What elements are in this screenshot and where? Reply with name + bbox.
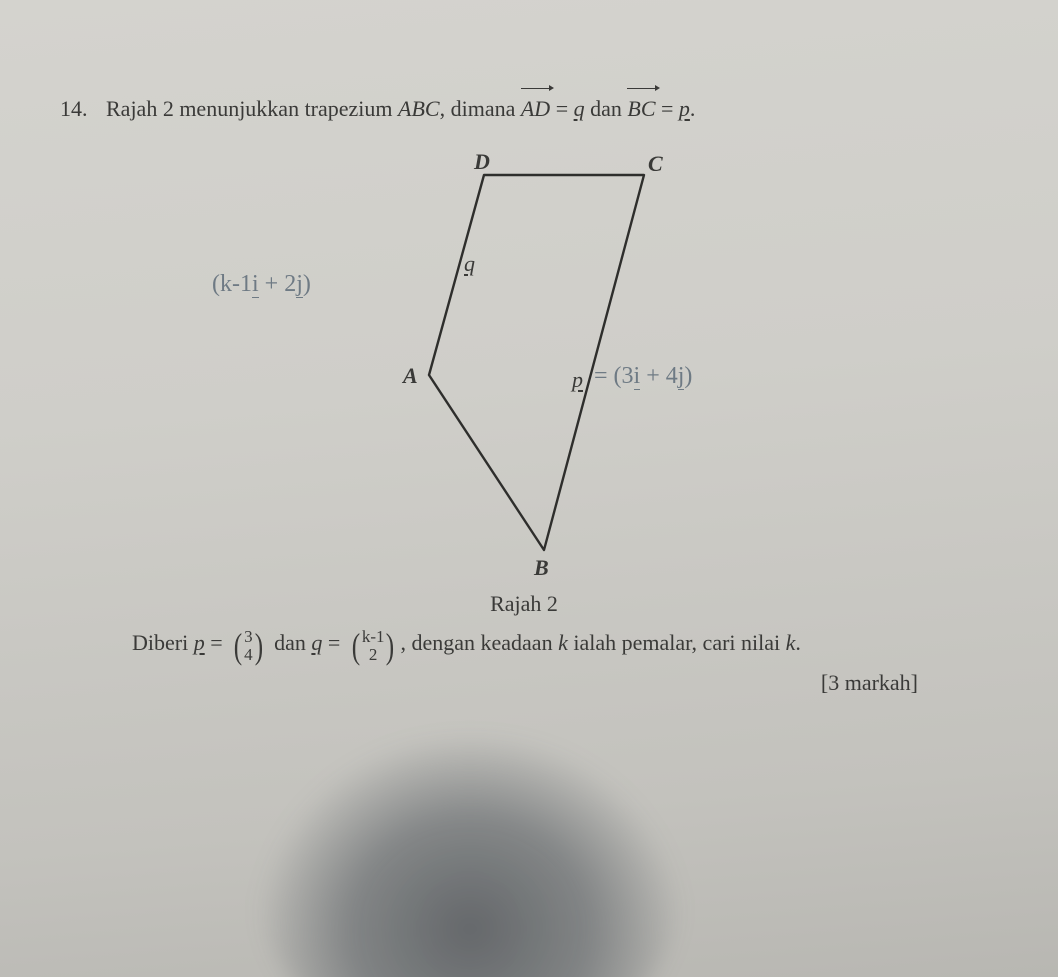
stem-eq2: = — [656, 96, 679, 121]
marks-allocation: [3 markah] — [60, 670, 918, 696]
diagram-svg — [174, 155, 874, 585]
hw-left-open: (k-1 — [212, 271, 252, 297]
p-top: 3 — [244, 627, 253, 646]
vector-bc: BC — [627, 90, 655, 125]
hw-left-j: j — [296, 271, 303, 298]
hw-right-plus: + 4 — [640, 363, 678, 389]
hw-right-close: ) — [684, 363, 692, 389]
handwritten-p-vector: = (3i + 4j) — [594, 363, 692, 390]
stem-mid2: dan — [585, 96, 628, 121]
given-q: q — [311, 630, 322, 655]
hw-left-close: ) — [303, 271, 311, 297]
given-tail: , dengan keadaan — [400, 630, 558, 655]
q-top: k-1 — [362, 627, 385, 646]
given-p: p — [194, 630, 205, 655]
q-column-vector: (k-12) — [346, 626, 401, 664]
paren-left-icon-2: ( — [352, 629, 360, 663]
side-label-p: p — [572, 367, 583, 393]
question-stem: 14. Rajah 2 menunjukkan trapezium ABC, d… — [60, 90, 988, 125]
vertex-c: C — [648, 151, 663, 177]
trapezium-diagram: D C A B q p (k-1i + 2j) = (3i + 4j) — [174, 155, 874, 585]
given-eq2: = — [322, 630, 345, 655]
hw-left-i: i — [252, 271, 259, 298]
p-bot: 4 — [244, 645, 253, 664]
p-column-vector: (34) — [228, 626, 269, 664]
question-text: Rajah 2 menunjukkan trapezium ABC, diman… — [106, 90, 988, 125]
hw-right-eq: = (3 — [594, 363, 634, 389]
given-tail2: ialah pemalar, cari nilai — [568, 630, 786, 655]
stem-pre: Rajah 2 menunjukkan trapezium — [106, 96, 398, 121]
symbol-p: p — [679, 96, 690, 121]
diagram-caption: Rajah 2 — [60, 591, 988, 617]
exam-page: 14. Rajah 2 menunjukkan trapezium ABC, d… — [0, 0, 1058, 977]
q-bot: 2 — [369, 645, 378, 664]
given-tail3: . — [795, 630, 801, 655]
stem-end: . — [690, 96, 696, 121]
paren-left-icon: ( — [234, 629, 242, 663]
paren-right-icon-2: ) — [386, 629, 394, 663]
given-statement: Diberi p = (34) dan q = (k-12), dengan k… — [132, 625, 988, 664]
hw-left-plus: + 2 — [259, 271, 297, 297]
given-prefix: Diberi — [132, 630, 194, 655]
vertex-d: D — [474, 149, 490, 175]
stem-eq1: = — [550, 96, 573, 121]
side-label-q: q — [464, 251, 475, 277]
vector-ad: AD — [521, 90, 550, 125]
photographer-thumb-shadow — [260, 737, 680, 977]
question-number: 14. — [60, 92, 96, 125]
stem-mid1: , dimana — [440, 96, 521, 121]
given-and: dan — [269, 630, 312, 655]
vertex-b: B — [534, 555, 549, 581]
stem-abc: ABC — [398, 96, 440, 121]
vertex-a: A — [403, 363, 418, 389]
given-k2: k — [786, 630, 796, 655]
paren-right-icon: ) — [254, 629, 262, 663]
symbol-q: q — [574, 96, 585, 121]
given-k: k — [558, 630, 568, 655]
handwritten-q-vector: (k-1i + 2j) — [212, 271, 311, 298]
given-eq1: = — [205, 630, 228, 655]
